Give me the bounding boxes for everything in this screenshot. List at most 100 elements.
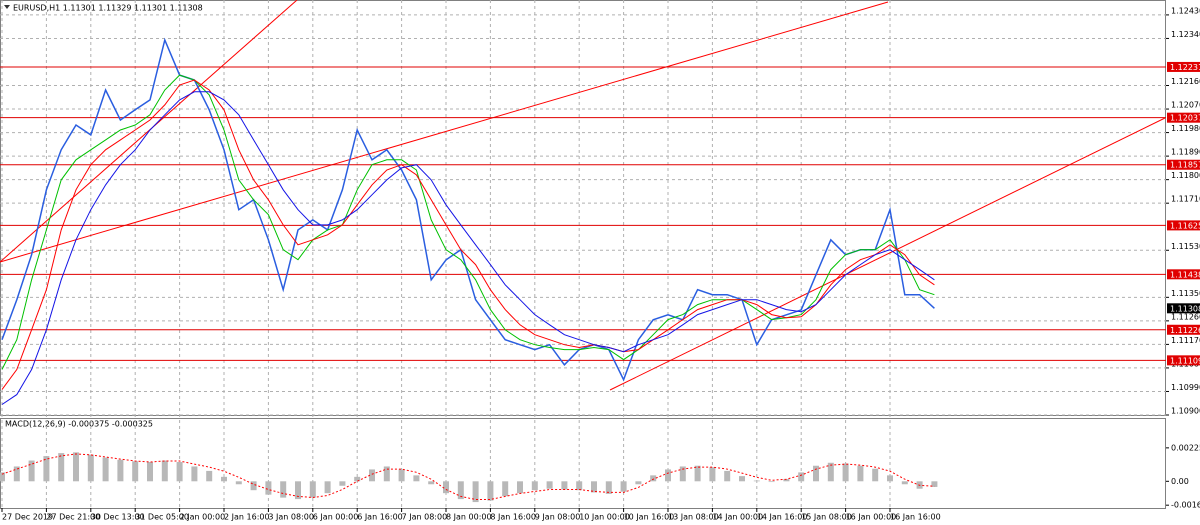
moving-average <box>1 91 935 405</box>
x-tick-label: 6 Jan 00:00 <box>313 513 359 522</box>
level-label: 1.11109 <box>1170 356 1200 365</box>
level-label: 1.11226 <box>1170 326 1200 335</box>
current-price-bg <box>1167 303 1200 314</box>
level-label: 1.12037 <box>1170 114 1200 123</box>
histogram-bar <box>265 481 272 495</box>
histogram-bar <box>709 467 716 482</box>
x-tick-label: 8 Jan 16:00 <box>490 513 536 522</box>
histogram-bar <box>813 465 819 482</box>
x-tick-label: 30 Dec 13:00 <box>91 513 145 522</box>
x-tick-label: 27 Dec 2019 <box>2 513 53 522</box>
histogram-bar <box>28 460 35 482</box>
level-label-bg <box>1167 61 1200 72</box>
histogram-bar <box>887 475 893 482</box>
histogram-bar <box>132 461 139 482</box>
histogram-bar <box>620 481 627 492</box>
histogram-bar <box>413 475 420 482</box>
histogram-bar <box>901 481 908 485</box>
histogram-bar <box>147 462 153 482</box>
histogram-bar <box>872 468 879 482</box>
x-tick-label: 31 Dec 05:00 <box>135 513 189 522</box>
level-label-bg <box>1167 324 1200 335</box>
histogram-bar <box>428 481 435 485</box>
histogram-bar <box>798 472 805 482</box>
histogram-bar <box>176 462 183 482</box>
histogram-bar <box>576 481 583 491</box>
histogram-bar <box>502 481 509 497</box>
x-tick-label: 3 Jan 08:00 <box>268 513 314 522</box>
y-tick-label: 1.10900 <box>1171 407 1200 416</box>
histogram-bar <box>694 465 701 482</box>
histogram-bar <box>457 481 464 500</box>
moving-average <box>1 79 935 390</box>
x-tick-label: 9 Jan 08:00 <box>535 513 581 522</box>
histogram-bar <box>309 481 316 498</box>
x-tick-label: 10 Jan 00:00 <box>579 513 630 522</box>
histogram-bar <box>0 472 5 482</box>
histogram-bar <box>324 481 331 494</box>
level-label-bg <box>1167 269 1200 280</box>
chart-title: EURUSD,H1 1.11301 1.11329 1.11301 1.1130… <box>13 4 203 13</box>
histogram-bar <box>487 481 494 501</box>
y-tick-label: 1.12160 <box>1171 77 1200 86</box>
histogram-bar <box>383 466 390 482</box>
x-tick-label: 2 Jan 00:00 <box>180 513 226 522</box>
x-tick-label: 2 Jan 16:00 <box>224 513 270 522</box>
level-label: 1.12231 <box>1170 63 1200 72</box>
level-label-bg <box>1167 159 1200 170</box>
histogram-bar <box>753 480 760 482</box>
y-tick-label: 1.11980 <box>1171 124 1200 133</box>
x-tick-label: 16 Jan 16:00 <box>890 513 941 522</box>
level-label-bg <box>1167 355 1200 366</box>
level-label: 1.11625 <box>1170 221 1200 230</box>
histogram-bar <box>635 481 642 485</box>
y-tick-label: 1.11530 <box>1171 242 1200 251</box>
y-tick-label: 1.10990 <box>1171 383 1200 392</box>
histogram-bar <box>931 481 938 487</box>
histogram-bar <box>605 481 612 494</box>
histogram-bar <box>354 476 361 482</box>
histogram-bar <box>827 462 834 482</box>
x-tick-label: 14 Jan 16:00 <box>757 513 808 522</box>
y-tick-label: 1.12430 <box>1171 6 1200 15</box>
histogram-bar <box>191 466 198 482</box>
histogram-bar <box>783 479 790 482</box>
current-price-label: 1.11308 <box>1170 304 1200 313</box>
menu-icon <box>4 5 10 9</box>
histogram-bar <box>591 481 597 493</box>
histogram-bar <box>161 460 168 482</box>
histogram-bar <box>531 481 538 491</box>
trendline <box>609 117 1166 391</box>
histogram-bar <box>117 459 124 482</box>
trendline <box>0 1 889 263</box>
histogram-bar <box>295 481 301 500</box>
x-tick-label: 7 Jan 08:00 <box>402 513 448 522</box>
level-label: 1.11438 <box>1170 270 1200 279</box>
histogram-bar <box>546 481 553 489</box>
y-tick-label: 1.11350 <box>1171 289 1200 298</box>
macd-pane-frame <box>0 418 1166 509</box>
y-tick-label: 0.00 <box>1171 477 1189 486</box>
x-tick-label: 8 Jan 00:00 <box>446 513 492 522</box>
y-tick-label: -0.00161 <box>1171 501 1200 510</box>
histogram-bar <box>206 470 213 482</box>
y-tick-label: 1.11890 <box>1171 148 1200 157</box>
histogram-bar <box>665 469 671 482</box>
x-tick-label: 6 Jan 16:00 <box>357 513 403 522</box>
histogram-bar <box>679 466 686 482</box>
histogram-bar <box>472 481 479 503</box>
y-tick-label: 1.11800 <box>1171 171 1200 180</box>
x-tick-label: 27 Dec 21:00 <box>46 513 100 522</box>
x-tick-label: 13 Jan 08:00 <box>668 513 719 522</box>
histogram-bar <box>102 457 109 482</box>
macd-title: MACD(12,26,9) -0.000375 -0.000325 <box>5 420 153 429</box>
y-tick-label: 1.11710 <box>1171 195 1200 204</box>
histogram-bar <box>739 476 745 482</box>
y-tick-label: 1.11260 <box>1171 312 1200 321</box>
histogram-bar <box>235 481 242 485</box>
x-tick-label: 10 Jan 16:00 <box>624 513 675 522</box>
histogram-bar <box>650 475 657 482</box>
histogram-bar <box>43 456 50 482</box>
